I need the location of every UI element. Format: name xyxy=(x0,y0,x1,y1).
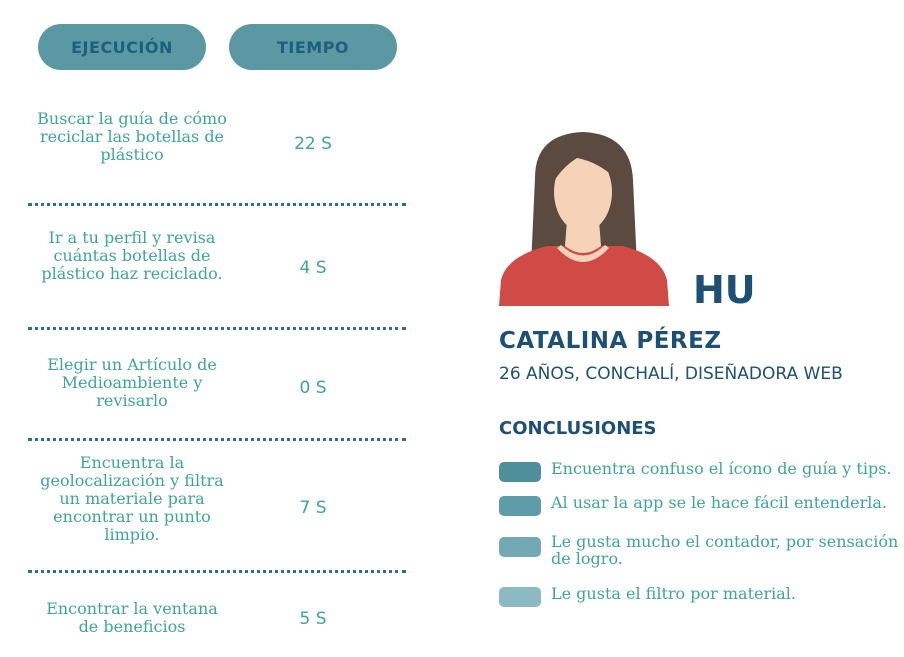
conclusion-swatch xyxy=(499,587,541,607)
task-time: 5 S xyxy=(299,609,327,629)
ejecucion-header: EJECUCIÓN xyxy=(38,24,206,70)
conclusion-text: Encuentra confuso el ícono de guía y tip… xyxy=(551,459,892,478)
row-divider xyxy=(28,570,406,573)
conclusion-swatch xyxy=(499,462,541,482)
task-text: Elegir un Artículo de Medioambiente y re… xyxy=(47,355,217,410)
conclusions-title: CONCLUSIONES xyxy=(499,418,657,439)
conclusion-swatch xyxy=(499,496,541,516)
task-text: Ir a tu perfil y revisa cuántas botellas… xyxy=(41,228,223,283)
task-time: 22 S xyxy=(294,134,332,154)
row-divider xyxy=(28,327,406,330)
tiempo-header-label: TIEMPO xyxy=(276,37,350,57)
woman-avatar-icon xyxy=(499,132,669,306)
conclusion-text: Le gusta mucho el contador, por sensació… xyxy=(551,532,899,568)
conclusion-text: Le gusta el filtro por material. xyxy=(551,584,796,603)
task-time: 7 S xyxy=(299,498,327,518)
task-text: Encuentra la geolocalización y filtra un… xyxy=(40,453,224,544)
conclusion-item: Al usar la app se le hace fácil entender… xyxy=(499,494,899,516)
conclusion-text: Al usar la app se le hace fácil entender… xyxy=(551,493,888,512)
task-text: Buscar la guía de cómo reciclar las bote… xyxy=(37,109,227,164)
row-divider xyxy=(28,203,406,206)
row-divider xyxy=(28,438,406,441)
task-time: 4 S xyxy=(299,258,327,278)
conclusion-swatch xyxy=(499,537,541,557)
persona-details: 26 AÑOS, CONCHALÍ, DISEÑADORA WEB xyxy=(499,364,843,384)
task-text: Encontrar la ventana de beneficios xyxy=(46,599,218,636)
conclusion-item: Encuentra confuso el ícono de guía y tip… xyxy=(499,460,899,482)
persona-code: HU xyxy=(693,268,756,312)
conclusion-item: Le gusta mucho el contador, por sensació… xyxy=(499,533,899,567)
tiempo-header: TIEMPO xyxy=(229,24,397,70)
ejecucion-header-label: EJECUCIÓN xyxy=(71,37,173,57)
conclusion-item: Le gusta el filtro por material. xyxy=(499,585,899,607)
persona-name: CATALINA PÉREZ xyxy=(499,328,722,354)
task-time: 0 S xyxy=(299,378,327,398)
